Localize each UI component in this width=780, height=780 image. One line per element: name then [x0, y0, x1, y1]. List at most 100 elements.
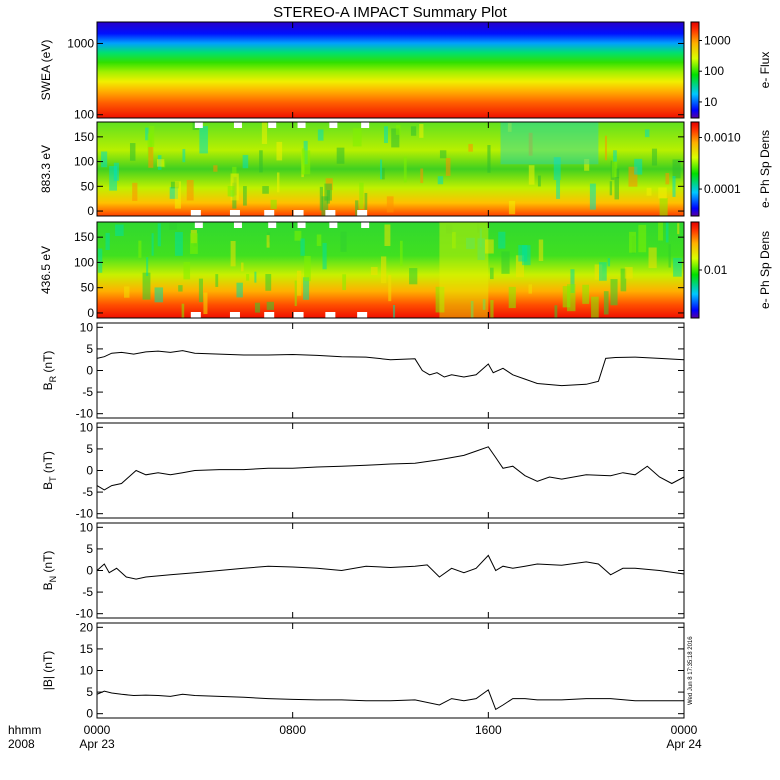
spectrogram-texture [395, 124, 401, 135]
spectrogram-texture [648, 247, 657, 269]
spectrogram-texture [672, 159, 681, 179]
data-gap [325, 210, 336, 216]
colorbar [690, 121, 700, 217]
spectrogram-texture [644, 129, 650, 138]
data-gap [233, 122, 242, 128]
panel-frame [96, 422, 685, 519]
spectrogram-texture [629, 231, 636, 253]
spectrogram-texture [607, 258, 611, 267]
y-axis-label: BR (nT) [41, 351, 58, 391]
spectrogram-texture [603, 291, 609, 315]
spectrogram-texture [537, 175, 541, 187]
spectrogram-texture [236, 282, 243, 298]
spectrogram-texture [477, 238, 486, 260]
spectrogram-texture [199, 126, 208, 154]
spectrogram-texture [439, 150, 447, 159]
spectrogram-texture [227, 185, 235, 197]
spectrogram-texture [276, 172, 280, 193]
y-tick-label: -10 [76, 507, 94, 521]
spectrogram-texture [386, 196, 394, 213]
colorbar-label: e- Ph Sp Dens [758, 231, 772, 309]
y-axis-label: BN (nT) [41, 551, 58, 591]
y-tick-label: -5 [82, 485, 93, 499]
spectrogram-texture [515, 255, 525, 278]
spectrogram-texture [468, 143, 473, 152]
spectrogram-texture [182, 148, 186, 163]
spectrogram-texture [479, 228, 482, 247]
data-gap [233, 222, 242, 228]
spectrogram-texture [294, 280, 297, 306]
spectrogram-texture [665, 173, 670, 185]
data-gap [361, 122, 370, 128]
trace-bmag [96, 689, 684, 711]
spectrogram-texture [384, 224, 391, 246]
spectrogram-texture [300, 238, 305, 256]
spectrogram-texture [392, 304, 396, 318]
spectrogram-texture [113, 162, 119, 181]
colorbar-tick-label: 1000 [704, 33, 731, 47]
data-gap [194, 222, 203, 228]
trace-bt [96, 446, 685, 491]
plot-title: STEREO-A IMPACT Summary Plot [273, 4, 507, 21]
y-tick-label: -5 [82, 585, 93, 599]
spectrogram-texture [611, 156, 618, 178]
spectrogram-region [500, 122, 599, 165]
y-axis-label: BT (nT) [41, 451, 58, 490]
spectrogram-texture [594, 264, 603, 280]
spectrogram-texture [445, 158, 451, 176]
spectrogram-texture [169, 187, 178, 199]
y-tick-label: 5 [86, 542, 93, 556]
spectrogram-texture [340, 231, 347, 252]
data-gap [297, 122, 306, 128]
spectrogram-frame [96, 121, 685, 217]
spectrogram-texture [261, 122, 268, 144]
spectrogram-texture [266, 235, 270, 248]
spectrogram-texture [658, 222, 663, 241]
panel-bt: 10 5 0 -5 -10 BT (nT) [41, 420, 685, 521]
spectrogram-texture [151, 233, 154, 256]
spectrogram-texture [254, 302, 261, 313]
colorbar-tick-label: 0.0010 [704, 131, 741, 145]
label-sub: N [48, 576, 58, 583]
spectrogram-texture [145, 127, 149, 141]
spectrogram-texture [183, 262, 191, 280]
spectrogram-texture [198, 278, 203, 303]
spectrogram-texture [508, 200, 516, 215]
spectrogram-texture [109, 166, 118, 191]
label-unit: (nT) [41, 651, 55, 676]
y-tick-label: 10 [80, 420, 94, 434]
spectrogram-texture [98, 248, 103, 273]
data-gap [293, 210, 304, 216]
data-gap [229, 312, 240, 318]
spectrogram-swea: 1000 100 SWEA (eV) 1000 100 10 e- Flux [39, 21, 772, 122]
spectrogram-texture [614, 177, 620, 200]
spectrogram-texture [628, 166, 638, 187]
spectrogram-texture [420, 168, 424, 184]
y-tick-label: 5 [86, 342, 93, 356]
spectrogram-texture [243, 186, 247, 206]
spectrogram-texture [241, 262, 244, 272]
spectrogram-texture [254, 271, 257, 283]
y-tick-label: 150 [74, 130, 94, 144]
data-gap [293, 312, 304, 318]
spectrogram-texture [399, 240, 403, 266]
spectrogram-texture [598, 262, 607, 281]
spectrogram-texture [147, 133, 153, 160]
label-main: B [41, 582, 55, 590]
spectrogram-texture [538, 239, 544, 262]
spectrogram-texture [232, 166, 237, 177]
spectrogram-texture [665, 222, 669, 243]
spectrogram-texture [672, 176, 676, 197]
spectrogram-texture [115, 224, 124, 236]
spectrogram-texture [489, 267, 494, 280]
spectrogram-texture [487, 145, 491, 173]
data-gap [325, 312, 336, 318]
spectrogram-texture [124, 286, 130, 298]
spectrogram-texture [355, 200, 359, 216]
y-tick-label: 0 [86, 464, 93, 478]
data-gap [264, 210, 275, 216]
label-unit: (nT) [41, 351, 55, 376]
